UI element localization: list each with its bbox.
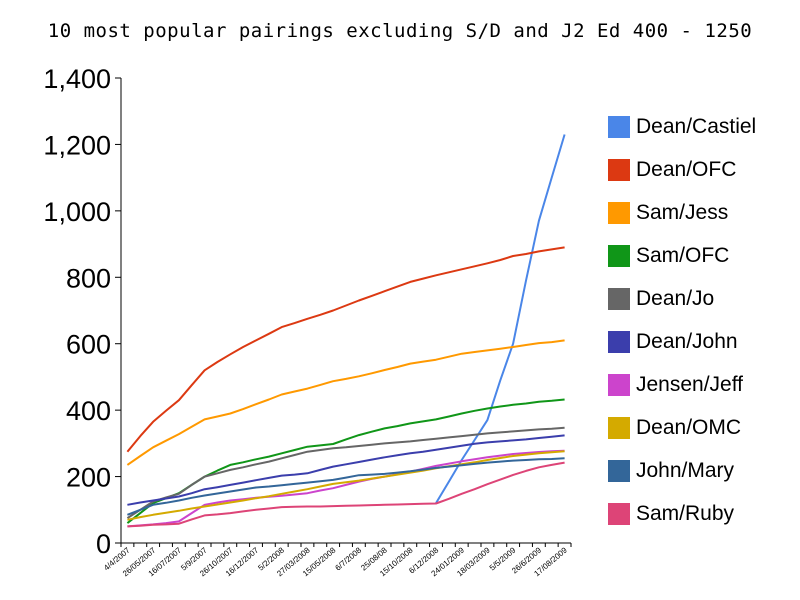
legend-label: John/Mary — [636, 459, 735, 482]
y-tick-label: 1,400 — [43, 64, 111, 94]
legend-label: Jensen/Jeff — [636, 373, 744, 396]
legend-swatch — [608, 202, 630, 224]
legend-item: Dean/OFC — [608, 155, 736, 185]
legend-item: John/Mary — [608, 456, 734, 486]
series-line — [127, 450, 565, 521]
legend-label: Sam/OFC — [636, 244, 730, 267]
series-line — [127, 434, 565, 506]
series-lines — [126, 134, 566, 528]
series-line — [127, 461, 565, 528]
y-tick-label: 400 — [66, 396, 111, 426]
legend-item: Dean/John — [608, 327, 738, 357]
chart-axes — [120, 78, 571, 544]
y-tick-label: 1,200 — [43, 130, 111, 160]
y-axis-ticks: 0 200 400 600 800 1,000 1,200 1,400 — [43, 64, 121, 559]
y-tick-label: 600 — [66, 330, 111, 360]
legend-swatch — [608, 503, 630, 525]
chart-title: 10 most popular pairings excluding S/D a… — [47, 20, 753, 42]
series-line — [126, 339, 565, 466]
legend-swatch — [608, 245, 630, 267]
series-line — [126, 426, 565, 519]
legend-label: Sam/Jess — [636, 201, 729, 224]
y-tick-label: 800 — [66, 263, 111, 293]
series-line — [127, 457, 565, 516]
legend-label: Dean/Jo — [636, 287, 715, 310]
legend-item: Dean/Jo — [608, 284, 714, 314]
legend-item: Dean/Castiel — [608, 112, 756, 142]
legend-label: Dean/OMC — [636, 416, 742, 439]
y-tick-label: 200 — [66, 463, 111, 493]
legend-item: Sam/Ruby — [608, 499, 734, 529]
legend-swatch — [608, 374, 630, 396]
legend-item: Jensen/Jeff — [608, 370, 743, 400]
legend-item: Sam/OFC — [608, 241, 729, 271]
x-tick-label: 6/7/2008 — [334, 545, 364, 572]
x-axis-ticks: 4/4/200726/05/200716/07/20075/9/200726/1… — [102, 543, 572, 578]
legend-label: Dean/John — [636, 330, 738, 353]
legend-label: Sam/Ruby — [636, 502, 735, 525]
legend-swatch — [608, 288, 630, 310]
legend-item: Dean/OMC — [608, 413, 741, 443]
legend-swatch — [608, 331, 630, 353]
y-tick-label: 0 — [96, 529, 111, 559]
legend-swatch — [608, 159, 630, 181]
legend-label: Dean/Castiel — [636, 115, 757, 138]
series-line — [126, 246, 565, 453]
legend-item: Sam/Jess — [608, 198, 728, 228]
series-line — [435, 134, 566, 504]
legend-swatch — [608, 417, 630, 439]
legend-label: Dean/OFC — [636, 158, 737, 181]
y-tick-label: 1,000 — [43, 197, 111, 227]
legend-swatch — [608, 116, 630, 138]
legend-swatch — [608, 460, 630, 482]
